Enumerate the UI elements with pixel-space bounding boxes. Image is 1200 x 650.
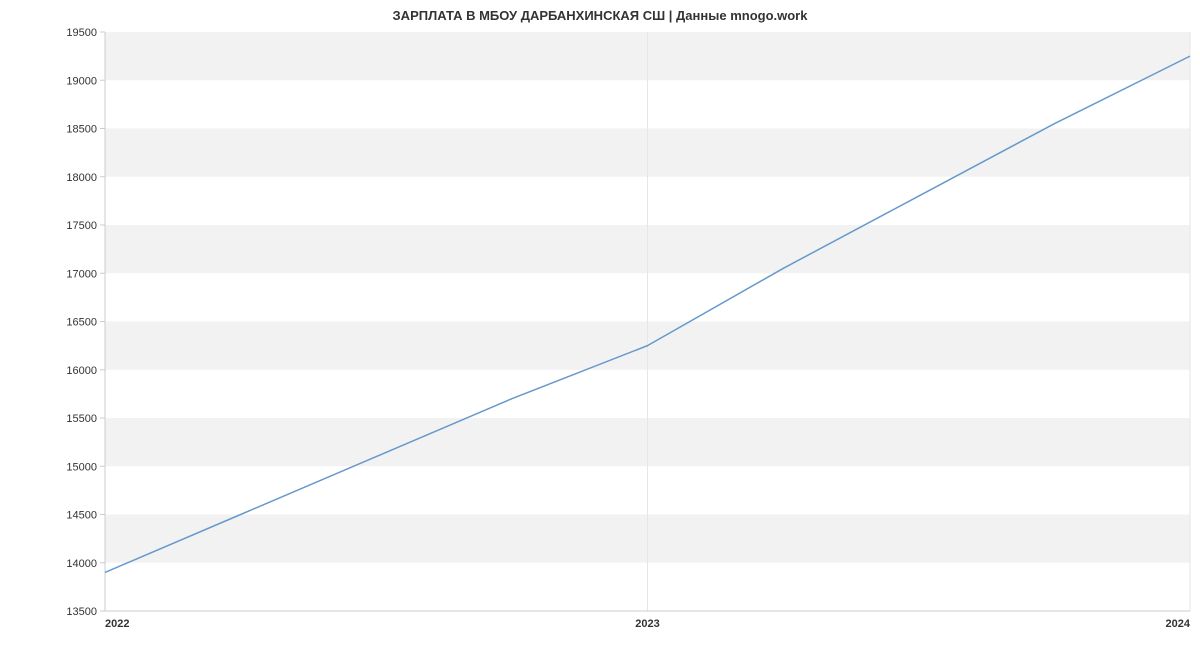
x-tick-label: 2022 bbox=[105, 618, 129, 630]
y-tick-label: 17500 bbox=[66, 220, 97, 232]
y-tick-label: 17000 bbox=[66, 268, 97, 280]
y-tick-label: 15500 bbox=[66, 413, 97, 425]
y-tick-label: 14500 bbox=[66, 510, 97, 522]
chart-svg: 13500 14000 14500 15000 15500 16000 16500 17000… bbox=[0, 0, 1200, 650]
y-tick-label: 13500 bbox=[66, 606, 97, 618]
y-tick-label: 15000 bbox=[66, 461, 97, 473]
y-tick-label: 19000 bbox=[66, 75, 97, 87]
y-tick-label: 18500 bbox=[66, 124, 97, 136]
salary-chart: ЗАРПЛАТА В МБОУ ДАРБАНХИНСКАЯ СШ | Данны… bbox=[0, 0, 1200, 650]
y-tick-label: 16000 bbox=[66, 365, 97, 377]
y-tick-label: 18000 bbox=[66, 172, 97, 184]
x-tick-label: 2023 bbox=[635, 618, 659, 630]
x-tick-label: 2024 bbox=[1166, 618, 1191, 630]
y-tick-label: 14000 bbox=[66, 558, 97, 570]
y-tick-label: 16500 bbox=[66, 317, 97, 329]
y-tick-label: 19500 bbox=[66, 27, 97, 39]
